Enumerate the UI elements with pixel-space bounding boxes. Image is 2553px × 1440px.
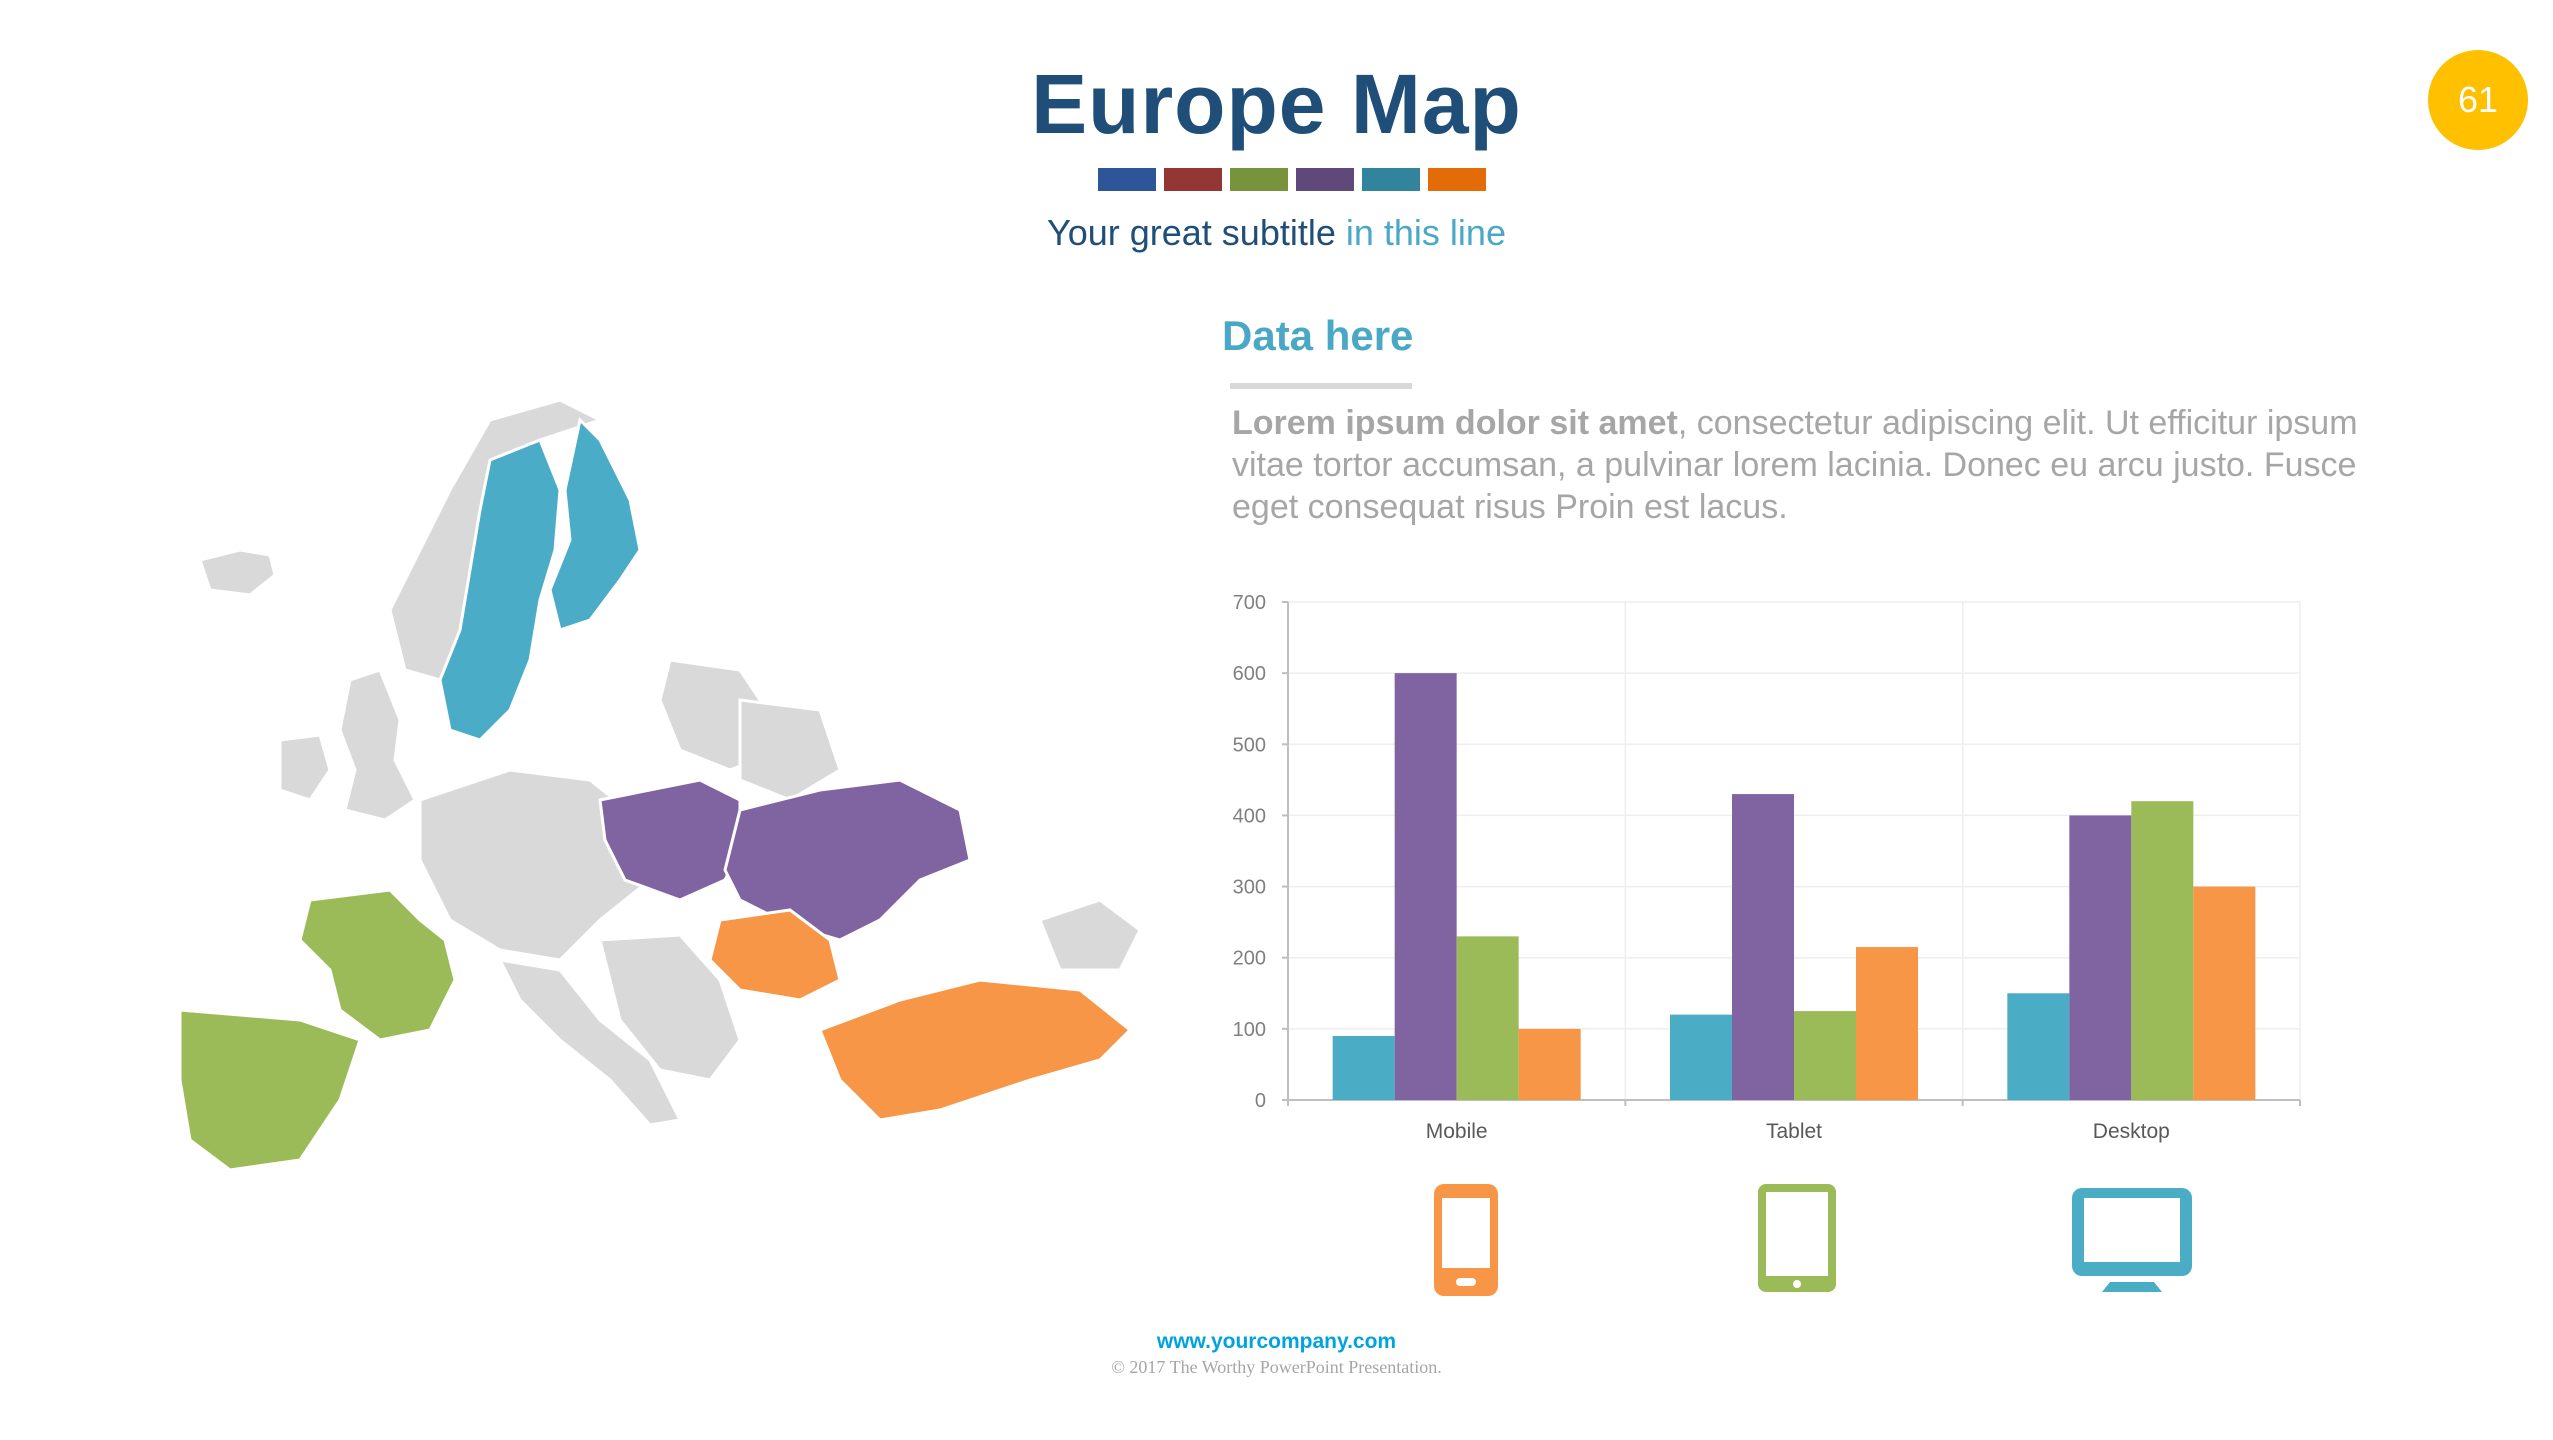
bar (2131, 801, 2194, 1100)
y-tick-label: 0 (1255, 1090, 1266, 1112)
map-region-poland (598, 778, 742, 902)
europe-map (178, 380, 1220, 1180)
bar (1518, 1028, 1581, 1100)
bar (2193, 886, 2256, 1100)
bar (1670, 1014, 1732, 1100)
x-tick-label: Mobile (1426, 1120, 1488, 1143)
x-tick-label: Desktop (2093, 1120, 2170, 1143)
bar (1732, 794, 1794, 1100)
color-swatch (1164, 168, 1222, 191)
section-heading: Data here (1222, 312, 1414, 359)
map-region-balkans (598, 933, 742, 1082)
subtitle-main: Your great subtitle (1047, 212, 1336, 253)
map-region-central (418, 768, 652, 962)
y-tick-label: 200 (1233, 948, 1266, 970)
page-number-badge: 61 (2428, 50, 2528, 150)
mobile-icon (1432, 1182, 1500, 1303)
map-region-turkey (818, 978, 1133, 1122)
map-region-ukraine (723, 778, 972, 942)
map-region-uk (338, 668, 417, 822)
color-strip (1098, 168, 1486, 191)
footer-copyright: © 2017 The Worthy PowerPoint Presentatio… (1111, 1357, 1442, 1377)
map-region-caucasus (1038, 898, 1142, 972)
map-region-sweden (438, 438, 562, 742)
desktop-icon (2070, 1186, 2194, 1301)
color-swatch (1428, 168, 1486, 191)
y-tick-label: 700 (1233, 592, 1266, 614)
color-swatch (1296, 168, 1354, 191)
map-region-ireland (278, 733, 332, 802)
heading-divider (1230, 383, 1412, 389)
map-region-spain (178, 1008, 362, 1172)
map-region-belarus (738, 698, 842, 802)
color-swatch (1362, 168, 1420, 191)
map-region-italy (497, 958, 683, 1127)
bar-chart: 0 100 200 300 400 500 600 700 Mobile Tablet Deskto… (1200, 580, 2340, 1160)
bar (1794, 1011, 1856, 1100)
x-tick-label: Tablet (1766, 1120, 1822, 1143)
body-text: Lorem ipsum dolor sit amet, consectetur … (1232, 402, 2382, 528)
bar (1394, 673, 1457, 1100)
page-title: Europe Map (1031, 57, 1522, 151)
bar (1332, 1035, 1395, 1100)
map-region-romania (708, 908, 842, 1002)
y-tick-label: 500 (1233, 734, 1266, 756)
bar (1856, 947, 1918, 1100)
footer-url[interactable]: www.yourcompany.com (1156, 1330, 1397, 1353)
map-region-france (298, 888, 457, 1042)
body-text-bold: Lorem ipsum dolor sit amet (1232, 404, 1678, 442)
body-text-rest: , consectetur adipiscing elit. Ut effici… (1232, 404, 2358, 526)
tablet-icon (1756, 1182, 1838, 1299)
map-region-finland (548, 416, 642, 632)
bar (2007, 993, 2070, 1100)
subtitle-accent: in this line (1345, 212, 1506, 253)
color-swatch (1098, 168, 1156, 191)
y-tick-label: 100 (1233, 1019, 1266, 1041)
device-icons (0, 1176, 2553, 1296)
y-tick-label: 400 (1233, 805, 1266, 827)
map-region-iceland (198, 548, 277, 597)
bar (2069, 815, 2132, 1100)
y-tick-label: 300 (1233, 877, 1266, 899)
bar (1456, 936, 1519, 1100)
subtitle: Your great subtitle in this line (0, 212, 2553, 254)
y-tick-label: 600 (1233, 663, 1266, 685)
color-swatch (1230, 168, 1288, 191)
